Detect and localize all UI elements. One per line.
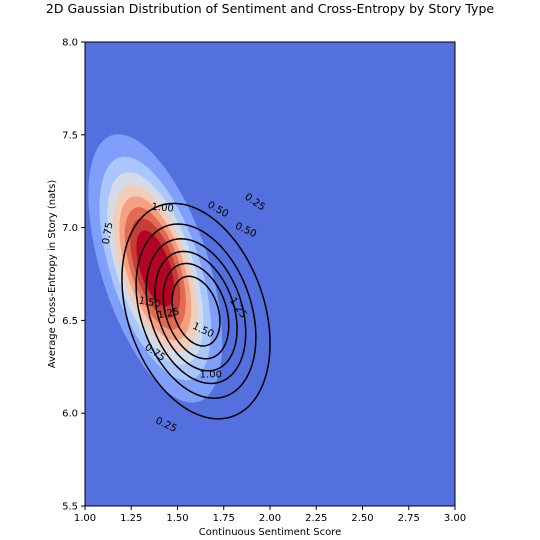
y-axis-label: Average Cross-Entropy in Story (nats) [47,180,58,369]
filled-contour-level-2.25 [144,245,167,292]
contour-label-text: 1.50 [138,295,162,310]
y-tick-label: 7.0 [62,223,78,234]
line-contour-level-0.75 [145,238,247,385]
contour-label: 1.00 [200,370,222,381]
x-tick-label: 3.00 [444,513,466,524]
y-tick-label: 7.5 [62,130,78,141]
x-tick-label: 2.50 [351,513,373,524]
x-tick-label: 1.50 [166,513,188,524]
chart-title: 2D Gaussian Distribution of Sentiment an… [46,1,495,16]
contour-label-text: 1.00 [200,370,222,381]
x-tick-label: 2.75 [398,513,420,524]
plot-area: 0.250.500.500.751.001.501.25 1.251.500.75… [84,41,456,507]
contour-label-text: 0.75 [101,221,116,245]
y-tick-label: 6.5 [62,316,78,327]
contour-label: 1.50 [138,295,162,310]
x-axis-label: Continuous Sentiment Score [199,527,342,538]
line-contour-level-0.5 [135,223,257,399]
contour-label-text: 1.00 [151,202,174,215]
x-tick-label: 1.25 [120,513,142,524]
contour-label: 1.25 [157,307,181,322]
contour-label: 1.00 [151,202,174,215]
contour-label-text: 1.25 [157,307,181,322]
line-contour-level-1.25 [162,262,230,360]
y-axis: 5.5 6.0 6.5 7.0 7.5 8.0 [62,38,85,513]
line-contour-level-1.5 [171,275,221,347]
x-tick-label: 2.00 [259,513,281,524]
x-tick-label: 2.25 [305,513,327,524]
y-tick-label: 5.5 [62,502,78,513]
line-contours [121,202,271,420]
x-tick-label: 1.00 [74,513,96,524]
y-tick-label: 8.0 [62,38,78,49]
filled-contours [88,134,223,403]
line-contour-level-1 [154,250,238,372]
x-axis: 1.00 1.25 1.50 1.75 2.00 2.25 2.50 2.75 3.00 [74,506,466,524]
x-tick-label: 1.75 [213,513,235,524]
contour-label: 0.75 [101,221,116,245]
y-tick-label: 6.0 [62,409,78,420]
line-contour-level-0.25 [121,202,271,420]
